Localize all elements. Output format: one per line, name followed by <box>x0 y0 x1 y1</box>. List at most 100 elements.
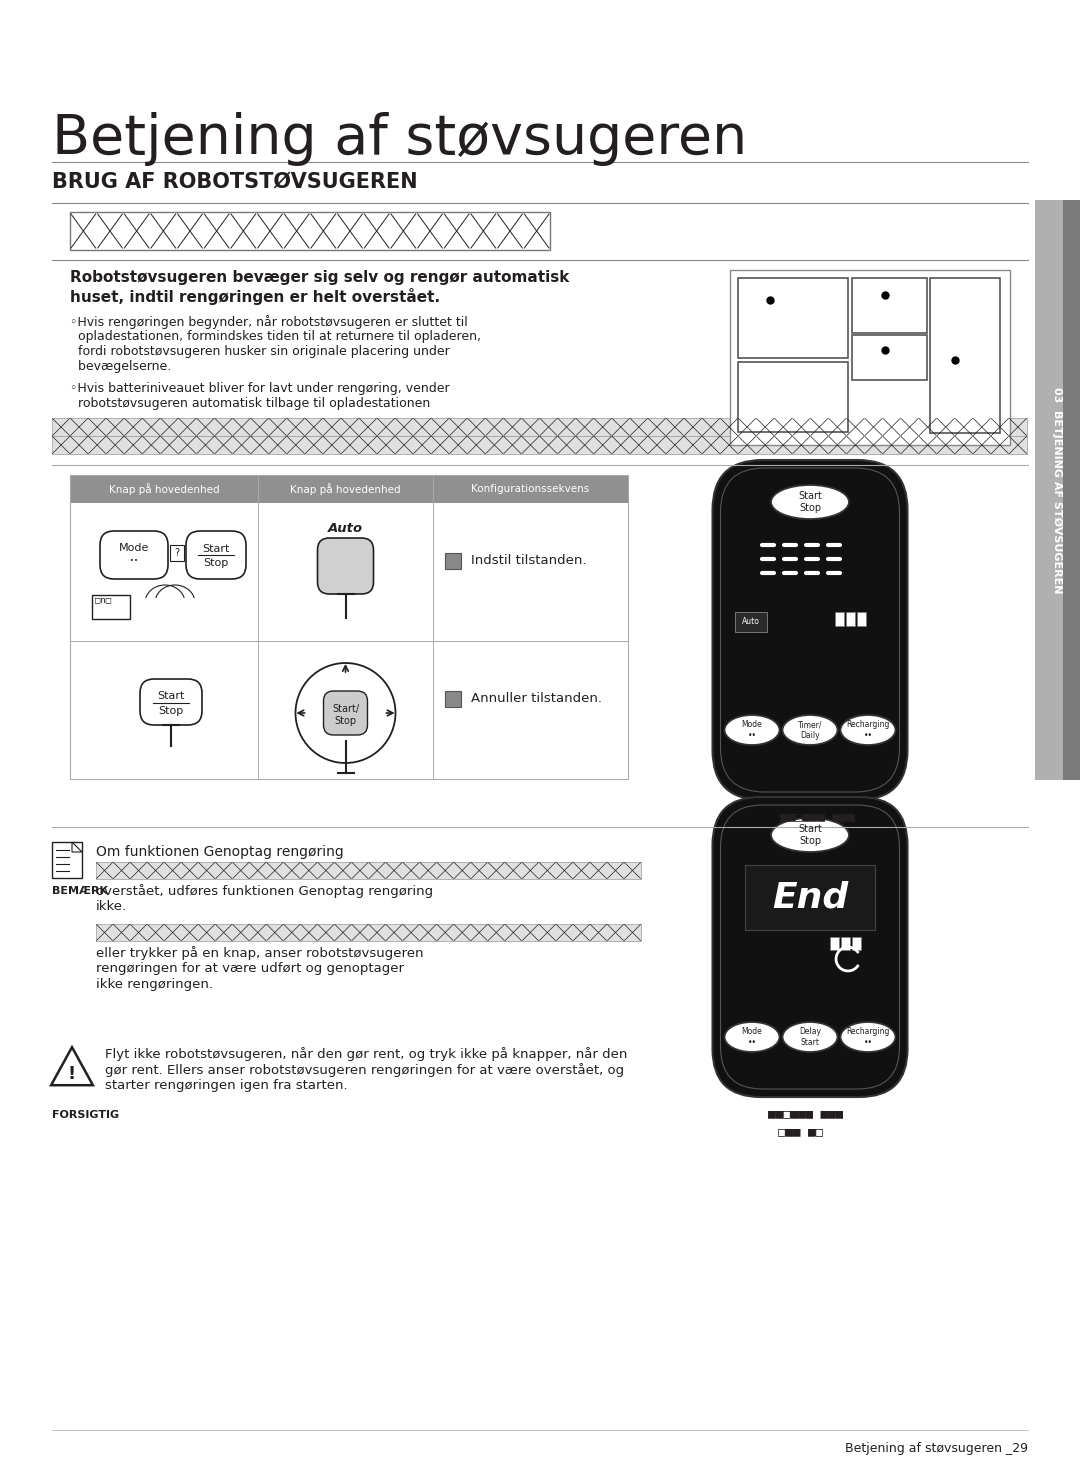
Bar <box>52 842 82 879</box>
FancyBboxPatch shape <box>713 461 907 800</box>
Text: End: End <box>772 880 848 915</box>
FancyBboxPatch shape <box>720 806 900 1089</box>
Ellipse shape <box>296 662 395 763</box>
Bar <box>735 613 767 632</box>
Text: Stop: Stop <box>203 558 229 569</box>
FancyBboxPatch shape <box>318 538 374 594</box>
Text: ••: •• <box>130 558 138 564</box>
Polygon shape <box>51 1047 93 1085</box>
Bar <box>852 937 861 950</box>
FancyBboxPatch shape <box>100 531 168 579</box>
Bar <box>846 613 855 626</box>
Text: BEMÆRK: BEMÆRK <box>52 886 108 896</box>
Text: Auto: Auto <box>742 617 760 627</box>
Bar <box>96 924 642 942</box>
Bar <box>1035 200 1063 781</box>
Text: bevægelserne.: bevægelserne. <box>70 360 172 373</box>
Ellipse shape <box>783 715 837 746</box>
Text: BRUG AF ROBOTSTØVSUGEREN: BRUG AF ROBOTSTØVSUGEREN <box>52 173 418 192</box>
Text: ■■□■■■ ■■■: ■■□■■■ ■■■ <box>780 810 855 823</box>
Bar <box>52 418 1027 436</box>
Text: Konfigurationssekvens: Konfigurationssekvens <box>471 484 590 494</box>
Bar <box>852 335 927 380</box>
Text: ?: ? <box>175 548 179 558</box>
Ellipse shape <box>783 1022 837 1053</box>
Text: 03  BETJENING AF STØVSUGEREN: 03 BETJENING AF STØVSUGEREN <box>1052 387 1062 594</box>
Ellipse shape <box>771 819 849 852</box>
Bar <box>52 436 1027 455</box>
Text: ikke.: ikke. <box>96 901 127 912</box>
Bar <box>745 866 875 930</box>
Text: Betjening af støvsugeren: Betjening af støvsugeren <box>52 113 747 167</box>
Ellipse shape <box>771 485 849 519</box>
Text: ◦Hvis rengøringen begynder, når robotstøvsugeren er sluttet til: ◦Hvis rengøringen begynder, når robotstø… <box>70 314 468 329</box>
Text: Indstil tilstanden.: Indstil tilstanden. <box>471 554 586 567</box>
Ellipse shape <box>840 715 895 746</box>
Text: Timer/
Daily: Timer/ Daily <box>798 721 822 740</box>
Bar <box>930 278 1000 433</box>
Text: Start
Stop: Start Stop <box>798 825 822 846</box>
Bar <box>70 212 550 250</box>
Bar <box>1063 200 1080 781</box>
Text: Robotstøvsugeren bevæger sig selv og rengør automatisk: Robotstøvsugeren bevæger sig selv og ren… <box>70 270 569 285</box>
Text: □n□: □n□ <box>95 595 111 604</box>
Text: Annuller tilstanden.: Annuller tilstanden. <box>471 693 602 706</box>
Text: ikke rengøringen.: ikke rengøringen. <box>96 978 213 991</box>
Text: Auto: Auto <box>328 522 363 535</box>
Bar <box>835 613 843 626</box>
Text: Stop: Stop <box>159 706 184 716</box>
Text: Knap på hovedenhed: Knap på hovedenhed <box>109 482 219 496</box>
Text: FORSIGTIG: FORSIGTIG <box>52 1110 119 1120</box>
Text: Knap på hovedenhed: Knap på hovedenhed <box>291 482 401 496</box>
Bar <box>445 692 461 708</box>
Text: opladestationen, formindskes tiden til at returnere til opladeren,: opladestationen, formindskes tiden til a… <box>70 330 481 344</box>
Bar <box>730 270 1010 444</box>
Bar <box>70 475 627 503</box>
Text: starter rengøringen igen fra starten.: starter rengøringen igen fra starten. <box>105 1079 348 1092</box>
Text: Mode
••: Mode •• <box>742 1028 762 1047</box>
Text: Flyt ikke robotstøvsugeren, når den gør rent, og tryk ikke på knapper, når den: Flyt ikke robotstøvsugeren, når den gør … <box>105 1047 627 1061</box>
Text: gør rent. Ellers anser robotstøvsugeren rengøringen for at være overstået, og: gør rent. Ellers anser robotstøvsugeren … <box>105 1063 624 1077</box>
FancyBboxPatch shape <box>324 692 367 735</box>
Bar <box>852 278 927 333</box>
Text: ◦Hvis batteriniveauet bliver for lavt under rengøring, vender: ◦Hvis batteriniveauet bliver for lavt un… <box>70 382 449 395</box>
Bar <box>858 613 866 626</box>
Text: robotstøvsugeren automatisk tilbage til opladestationen: robotstøvsugeren automatisk tilbage til … <box>70 398 430 409</box>
Text: Start
Stop: Start Stop <box>798 491 822 513</box>
Ellipse shape <box>725 1022 780 1053</box>
Bar <box>445 553 461 569</box>
Bar <box>738 363 848 431</box>
Text: Mode
••: Mode •• <box>742 721 762 740</box>
Polygon shape <box>72 842 82 852</box>
Text: Stop: Stop <box>335 716 356 727</box>
Text: Om funktionen Genoptag rengøring: Om funktionen Genoptag rengøring <box>96 845 343 860</box>
Bar <box>170 545 184 561</box>
Bar <box>831 937 839 950</box>
Text: Delay
Start: Delay Start <box>799 1028 821 1047</box>
Text: Start: Start <box>158 692 185 700</box>
Text: ■■□■■■ ■■■: ■■□■■■ ■■■ <box>768 1107 843 1120</box>
Bar <box>96 863 642 879</box>
Text: Betjening af støvsugeren _29: Betjening af støvsugeren _29 <box>845 1442 1028 1455</box>
FancyBboxPatch shape <box>140 678 202 725</box>
Text: !: ! <box>68 1064 76 1083</box>
Text: Recharging
••: Recharging •• <box>847 1028 890 1047</box>
Text: huset, indtil rengøringen er helt overstået.: huset, indtil rengøringen er helt overst… <box>70 288 441 306</box>
FancyBboxPatch shape <box>720 468 900 792</box>
Ellipse shape <box>725 715 780 746</box>
Text: □■■ ■□: □■■ ■□ <box>778 1124 823 1137</box>
Ellipse shape <box>840 1022 895 1053</box>
FancyBboxPatch shape <box>713 797 907 1096</box>
Text: Mode: Mode <box>119 542 149 553</box>
Text: fordi robotstøvsugeren husker sin originale placering under: fordi robotstøvsugeren husker sin origin… <box>70 345 449 358</box>
Bar <box>70 475 627 779</box>
Bar <box>92 595 130 618</box>
Text: Start: Start <box>202 544 230 554</box>
FancyBboxPatch shape <box>186 531 246 579</box>
Text: rengøringen for at være udført og genoptager: rengøringen for at være udført og genopt… <box>96 962 404 975</box>
Text: overstået, udføres funktionen Genoptag rengøring: overstået, udføres funktionen Genoptag r… <box>96 885 433 898</box>
Bar <box>841 937 850 950</box>
Text: Start/: Start/ <box>332 705 359 713</box>
Bar <box>738 278 848 358</box>
Text: Recharging
••: Recharging •• <box>847 721 890 740</box>
